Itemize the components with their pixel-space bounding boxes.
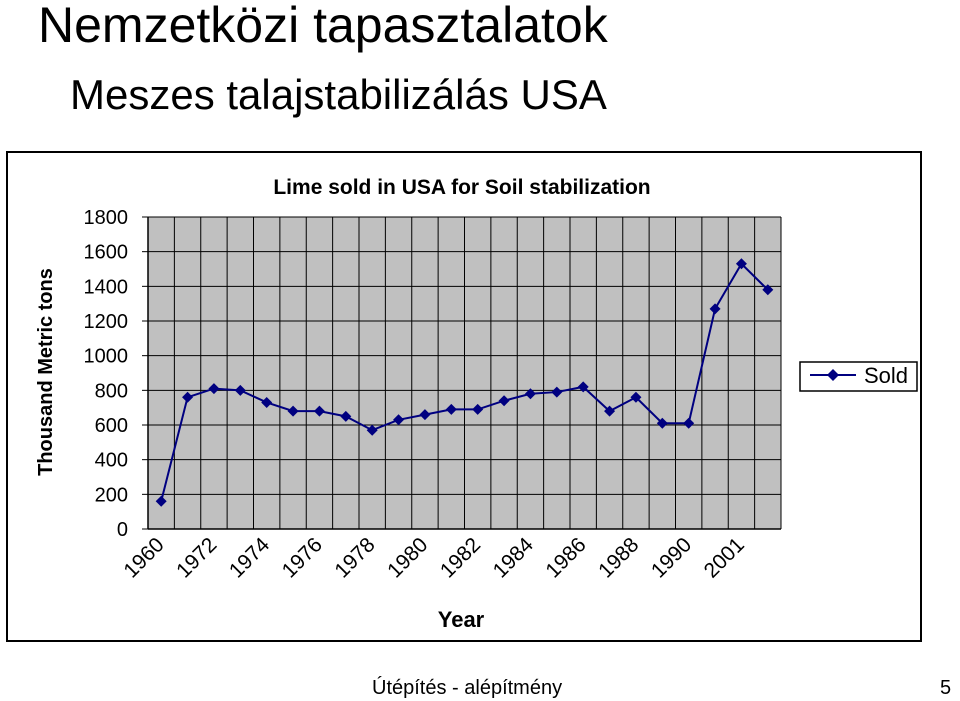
footer-text: Útépítés - alépítmény [372,677,563,699]
data-point-marker [340,410,352,422]
data-point-marker [313,405,325,417]
x-tick-label: 1972 [172,533,221,582]
y-tick-label: 200 [95,484,128,506]
x-tick-label: 1978 [330,533,379,582]
data-point-marker [445,403,457,415]
legend-diamond-marker [827,369,839,381]
data-point-marker [630,391,642,403]
y-tick-label: 1200 [84,311,129,333]
x-axis-label: Year [438,607,485,632]
data-point-marker [735,258,747,270]
y-tick-label: 800 [95,380,128,402]
data-point-marker [551,386,563,398]
legend-entry-sold: Sold [864,363,908,388]
x-tick-label: 1990 [647,533,696,582]
data-point-marker [577,381,589,393]
y-axis-label: Thousand Metric tons [35,268,57,476]
data-point-marker [182,391,194,403]
legend: Sold [799,361,918,392]
data-point-marker [683,417,695,429]
x-tick-label: 1988 [594,533,643,582]
data-point-marker [762,284,774,296]
data-point-marker [155,495,167,507]
data-point-marker [366,424,378,436]
data-point-marker [472,403,484,415]
data-point-marker [208,383,220,395]
data-point-marker [419,409,431,421]
page-number: 5 [940,677,952,699]
data-point-marker [287,405,299,417]
y-tick-label: 400 [95,450,128,472]
data-point-marker [524,388,536,400]
data-point-marker [498,395,510,407]
vertical-gridlines [173,217,782,529]
slide-title: Nemzetközi tapasztalatok [38,0,608,53]
y-tick-label: 1600 [84,242,129,264]
x-tick-label: 1982 [436,533,485,582]
x-tick-label: 2001 [700,533,749,582]
data-point-marker [234,384,246,396]
y-tick-label: 600 [95,415,128,437]
y-tick-label: 1000 [84,346,129,368]
data-point-marker [393,414,405,426]
x-tick-label: 1974 [225,533,275,583]
x-tick-label: 1976 [278,533,327,582]
y-tick-label: 0 [117,519,128,541]
y-tick-labels: 0 200 400 600 800 1000 1200 1400 1600 1800 [84,207,148,541]
x-tick-label: 1986 [541,533,590,582]
x-tick-labels: 1960 1972 1974 1976 1978 1980 1982 1984 1986 1988… [119,533,749,583]
chart-title: Lime sold in USA for Soil stabilization [273,176,650,199]
slide-subtitle: Meszes talajstabilizálás USA [70,71,607,118]
data-point-marker [709,303,721,315]
series-markers [155,258,774,507]
y-tick-label: 1400 [84,276,129,298]
x-tick-label: 1984 [489,533,539,583]
y-tick-label: 1800 [84,207,129,229]
data-point-marker [604,405,616,417]
legend-box [799,361,918,392]
data-point-marker [261,396,273,408]
x-tick-label: 1980 [383,533,432,582]
horizontal-gridlines [148,216,781,495]
data-point-marker [656,417,668,429]
